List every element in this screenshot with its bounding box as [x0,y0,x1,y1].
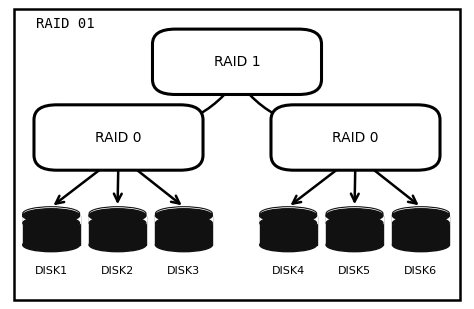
Bar [392,216,449,245]
Ellipse shape [155,216,212,230]
Text: DISK5: DISK5 [338,265,371,276]
Ellipse shape [89,207,146,220]
Text: RAID 01: RAID 01 [36,17,94,31]
Bar [392,214,449,223]
Bar [23,214,80,223]
FancyBboxPatch shape [271,105,440,170]
Ellipse shape [326,207,383,220]
Ellipse shape [23,209,80,222]
Ellipse shape [23,216,80,230]
Ellipse shape [326,209,383,222]
Ellipse shape [260,238,317,252]
Ellipse shape [155,209,212,222]
Ellipse shape [89,209,146,222]
Text: DISK3: DISK3 [167,265,201,276]
Ellipse shape [392,207,449,220]
Ellipse shape [89,238,146,252]
Bar [89,214,146,223]
FancyBboxPatch shape [34,105,203,170]
Text: DISK4: DISK4 [272,265,305,276]
Bar [260,216,317,245]
Ellipse shape [155,207,212,220]
Ellipse shape [392,238,449,252]
FancyBboxPatch shape [153,29,321,95]
Ellipse shape [326,238,383,252]
Ellipse shape [260,216,317,230]
Ellipse shape [260,209,317,222]
Text: DISK6: DISK6 [404,265,438,276]
Bar [155,216,212,245]
Bar [326,216,383,245]
Bar [260,214,317,223]
FancyBboxPatch shape [14,9,460,300]
Bar [326,214,383,223]
Bar [155,214,212,223]
Bar [89,216,146,245]
Bar [23,216,80,245]
Ellipse shape [23,207,80,220]
Ellipse shape [326,209,383,222]
Text: RAID 1: RAID 1 [214,55,260,69]
Ellipse shape [392,209,449,222]
Text: DISK1: DISK1 [35,265,68,276]
Ellipse shape [392,216,449,230]
Ellipse shape [23,238,80,252]
Ellipse shape [23,209,80,222]
Text: DISK2: DISK2 [101,265,134,276]
Ellipse shape [260,207,317,220]
Ellipse shape [155,209,212,222]
Ellipse shape [155,238,212,252]
Ellipse shape [89,216,146,230]
Text: RAID 0: RAID 0 [95,130,142,145]
Ellipse shape [89,209,146,222]
Ellipse shape [260,209,317,222]
Text: RAID 0: RAID 0 [332,130,379,145]
Ellipse shape [392,209,449,222]
Ellipse shape [326,216,383,230]
